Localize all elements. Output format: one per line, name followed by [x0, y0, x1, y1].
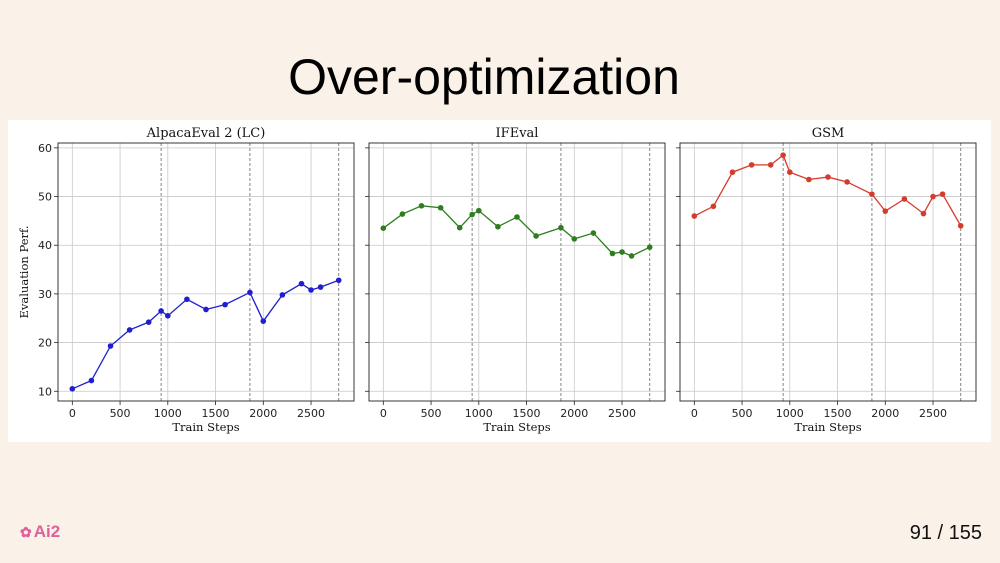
data-point: [107, 343, 114, 349]
x-axis-label: Train Steps: [483, 420, 550, 434]
data-point: [767, 162, 774, 168]
subplot-3: 0 500 1000 1500 2000 2500 GSM Train Steps: [676, 126, 977, 434]
x-axis-label: Train Steps: [172, 420, 239, 434]
data-point: [609, 250, 616, 257]
data-point: [456, 224, 463, 231]
y-tick-label: 60: [38, 142, 52, 155]
y-tick-label: 40: [38, 239, 52, 252]
subplot-title: GSM: [812, 126, 845, 141]
data-point: [495, 223, 501, 230]
data-point: [203, 306, 209, 313]
ai2-logo: ✿ Ai2: [20, 522, 60, 542]
x-tick-label: 1000: [465, 407, 493, 420]
data-point: [514, 214, 520, 220]
data-point: [298, 280, 305, 287]
y-tick-label: 10: [38, 385, 52, 398]
x-tick-label: 0: [691, 407, 698, 420]
x-tick-label: 2000: [871, 407, 899, 420]
data-point: [780, 152, 786, 158]
data-point: [533, 233, 539, 239]
data-point: [930, 193, 936, 200]
data-point: [399, 211, 406, 217]
x-tick-label: 1000: [154, 407, 182, 420]
data-point: [126, 327, 133, 333]
subplot-2: 0 500 1000 1500 2000 2500 IFEval Train Steps: [365, 126, 666, 434]
plot-frame: [57, 142, 355, 402]
data-point: [165, 313, 171, 319]
subplot-1: 0 500 1000 1500 2000 2500 10 20 30 40 50 60 AlpacaEv…: [17, 126, 355, 434]
x-tick-label: 1500: [824, 407, 852, 420]
logo-text: Ai2: [33, 522, 61, 541]
y-tick-label: 30: [38, 288, 52, 301]
data-point: [590, 230, 597, 236]
x-tick-label: 2500: [608, 407, 636, 420]
data-point: [806, 176, 812, 183]
data-point: [247, 289, 253, 296]
subplot-title: AlpacaEval 2 (LC): [146, 126, 266, 141]
data-point: [748, 162, 755, 168]
data-point: [710, 203, 717, 210]
series-line: [382, 205, 651, 257]
chart-svg: 0 500 1000 1500 2000 2500 10 20 30 40 50 60 AlpacaEv…: [17, 126, 977, 434]
x-tick-label: 1500: [202, 407, 230, 420]
data-point: [184, 296, 190, 303]
flower-icon: ✿: [20, 523, 32, 540]
x-tick-label: 0: [69, 407, 76, 420]
data-point: [844, 179, 850, 185]
data-point: [222, 301, 228, 308]
data-point: [939, 191, 946, 197]
data-point: [317, 284, 324, 290]
data-point: [691, 213, 698, 219]
x-axis-label: Train Steps: [794, 420, 861, 434]
x-tick-label: 1000: [776, 407, 804, 420]
data-point: [380, 225, 387, 231]
figure: 0 500 1000 1500 2000 2500 10 20 30 40 50 60 AlpacaEv…: [8, 120, 991, 442]
data-point: [88, 377, 95, 384]
x-tick-label: 2000: [249, 407, 277, 420]
data-point: [825, 174, 831, 180]
x-tick-label: 2000: [560, 407, 588, 420]
y-axis-label: Evaluation Perf.: [17, 226, 31, 319]
data-point: [787, 169, 793, 176]
data-point: [469, 211, 475, 218]
data-point: [628, 253, 635, 259]
x-tick-label: 1500: [513, 407, 541, 420]
x-tick-label: 500: [110, 407, 131, 420]
data-point: [729, 169, 736, 176]
y-tick-label: 50: [38, 191, 52, 204]
plot-frame: [368, 142, 666, 402]
data-point: [646, 244, 653, 250]
x-tick-label: 0: [380, 407, 387, 420]
x-tick-label: 2500: [297, 407, 325, 420]
x-tick-label: 2500: [919, 407, 947, 420]
data-point: [418, 202, 425, 209]
data-point: [279, 292, 286, 298]
slide-title: Over-optimization: [288, 49, 680, 105]
data-point: [260, 318, 267, 324]
data-point: [145, 319, 152, 325]
data-point: [158, 308, 164, 314]
data-point: [869, 191, 875, 197]
data-point: [957, 222, 964, 229]
data-point: [901, 196, 908, 202]
data-point: [476, 207, 482, 214]
data-point: [882, 208, 889, 214]
series-line: [72, 279, 339, 390]
x-tick-label: 500: [732, 407, 753, 420]
data-point: [308, 287, 314, 293]
data-point: [69, 386, 76, 392]
data-point: [335, 277, 342, 284]
data-point: [437, 204, 444, 211]
series-line: [694, 154, 962, 227]
data-point: [571, 236, 578, 242]
subplot-title: IFEval: [496, 126, 539, 141]
data-point: [558, 224, 564, 231]
data-point: [619, 249, 625, 255]
plot-frame: [679, 142, 977, 402]
y-tick-label: 20: [38, 337, 52, 350]
x-tick-label: 500: [421, 407, 442, 420]
data-point: [920, 210, 927, 217]
page-number: 91 / 155: [909, 522, 982, 544]
